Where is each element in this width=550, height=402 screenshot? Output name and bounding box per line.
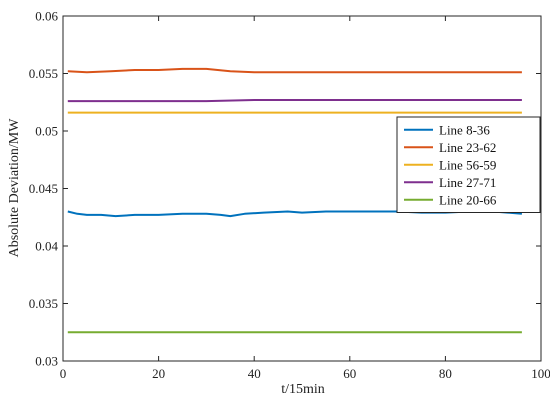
- y-tick-label: 0.055: [29, 66, 58, 81]
- series-line-line-23-62: [67, 67, 522, 74]
- y-tick-label: 0.045: [29, 181, 58, 196]
- x-axis: 0 20 40 60 80 100: [60, 16, 550, 381]
- x-tick-label: 20: [152, 366, 165, 381]
- x-tick-label: 80: [439, 366, 452, 381]
- x-tick-label: 40: [248, 366, 261, 381]
- legend-label: Line 23-62: [439, 140, 496, 155]
- y-tick-label: 0.06: [35, 9, 58, 24]
- legend-label: Line 8-36: [439, 122, 490, 137]
- legend-label: Line 20-66: [439, 192, 497, 207]
- y-tick-label: 0.035: [29, 296, 58, 311]
- legend-label: Line 56-59: [439, 157, 496, 172]
- y-axis: 0.03 0.035 0.04 0.045 0.05 0.055 0.06: [29, 9, 541, 369]
- y-tick-label: 0.04: [35, 239, 58, 254]
- legend-label: Line 27-71: [439, 175, 496, 190]
- y-tick-label: 0.05: [35, 124, 58, 139]
- y-axis-title: Absolute Deviation/MW: [7, 118, 22, 258]
- x-tick-label: 0: [60, 366, 67, 381]
- x-tick-label: 100: [531, 366, 550, 381]
- x-tick-label: 60: [343, 366, 356, 381]
- x-axis-title: t/15min: [281, 382, 325, 397]
- y-tick-label: 0.03: [35, 354, 58, 369]
- series-line-line-27-71: [67, 99, 522, 103]
- legend: Line 8-36 Line 23-62 Line 56-59 Line 27-71 L…: [396, 116, 541, 213]
